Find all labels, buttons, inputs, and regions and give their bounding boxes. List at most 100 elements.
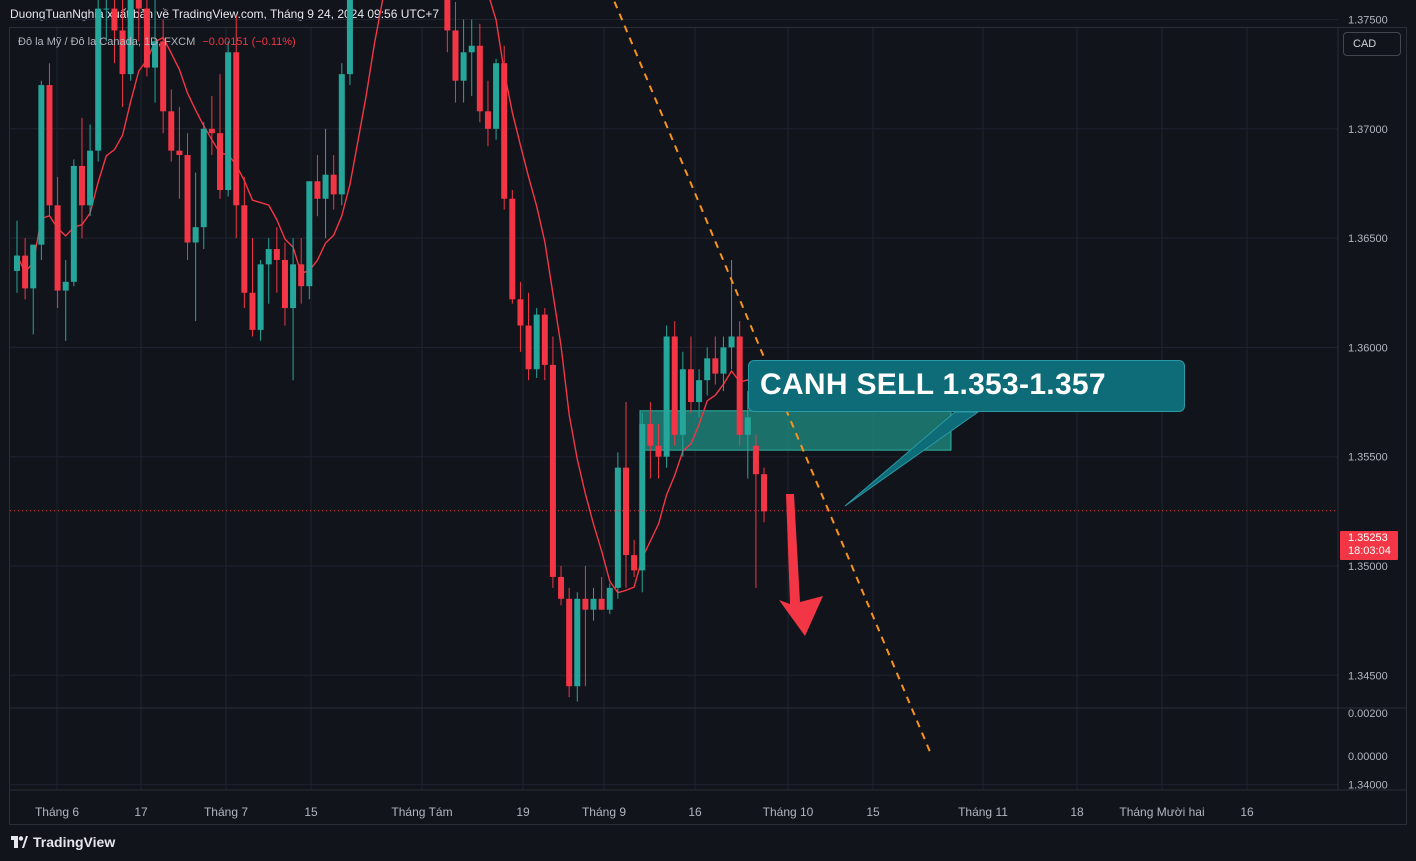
candle-body: [322, 174, 329, 199]
candle-body: [752, 445, 759, 475]
candle-body: [225, 52, 232, 191]
candle-body: [217, 133, 223, 191]
candle-body: [655, 445, 662, 457]
candle-body: [761, 474, 768, 512]
last-price-value: 1.35253: [1348, 532, 1388, 544]
y-tick-label: 1.36500: [1348, 233, 1388, 245]
down-arrow-shape: [779, 494, 823, 636]
x-tick-label: Tháng Mười hai: [1119, 805, 1204, 819]
indicator-tick-label: 0.00200: [1348, 708, 1388, 720]
candle-body: [452, 30, 459, 81]
x-tick-label: Tháng Tám: [391, 805, 452, 819]
x-tick-label: 16: [1240, 805, 1254, 819]
symbol-change: −0.00151 (−0.11%): [202, 36, 296, 48]
y-tick-label: 1.36000: [1348, 342, 1388, 354]
candle-body: [558, 576, 565, 599]
brand-name: TradingView: [33, 834, 116, 850]
candle-body: [143, 8, 150, 68]
candle-body: [484, 111, 491, 129]
candle-body: [663, 336, 670, 457]
candle-body: [468, 45, 475, 53]
candle-body: [168, 111, 175, 151]
candle-body: [744, 417, 751, 435]
candle-body: [78, 165, 85, 206]
candle-body: [249, 292, 256, 330]
candle-body: [639, 423, 646, 571]
x-tick-label: 18: [1070, 805, 1084, 819]
candle-body: [736, 336, 743, 435]
candle-body: [517, 299, 524, 326]
sell-zone: [639, 410, 952, 451]
candle-body: [22, 255, 29, 289]
trendline: [612, 0, 931, 753]
candle-body: [298, 264, 305, 287]
candle-body: [476, 45, 483, 112]
tradingview-logo-icon: [11, 836, 28, 848]
candle-body: [160, 41, 167, 112]
x-tick-label: 15: [866, 805, 880, 819]
y-tick-label: 1.35000: [1348, 561, 1388, 573]
x-tick-label: Tháng 10: [763, 805, 814, 819]
indicator-axis: 0.00200 0.00000: [1348, 708, 1388, 763]
candle-body: [127, 0, 134, 75]
candle-body: [728, 336, 735, 348]
candle-body: [330, 174, 337, 195]
candle-body: [460, 52, 467, 81]
candle-body: [111, 8, 118, 31]
candle-body: [631, 555, 638, 571]
last-price-tag: 1.35253 18:03:04: [1340, 531, 1398, 560]
x-tick-label: Tháng 7: [204, 805, 248, 819]
candle-body: [38, 85, 45, 245]
candle-body: [566, 598, 573, 687]
candle-body: [623, 467, 629, 556]
candle-body: [720, 347, 727, 374]
candle-body: [265, 249, 272, 265]
y-tick-label: 1.37000: [1348, 124, 1388, 136]
candle-body: [582, 598, 589, 610]
symbol-name: Đô la Mỹ / Đô la Canada, 1D, FXCM: [18, 36, 196, 48]
candle-body: [346, 0, 353, 75]
candle-body: [281, 259, 288, 309]
y-tick-label: 1.37500: [1348, 15, 1388, 27]
annotation-tail: [844, 411, 980, 507]
y-tick-label: 1.34000: [1348, 780, 1388, 792]
candle-body: [704, 358, 711, 381]
x-tick-label: Tháng 11: [958, 805, 1008, 819]
y-axis: 1.395001.390001.385001.380001.375001.370…: [1348, 15, 1388, 792]
trendline-dashed: [612, 0, 931, 753]
candle-body: [257, 264, 264, 330]
indicator-tick-label: 0.00000: [1348, 751, 1388, 763]
candle-body: [493, 63, 500, 129]
candle-body: [152, 41, 159, 68]
candle-body: [314, 181, 321, 199]
candle-body: [606, 587, 613, 610]
candle-body: [54, 205, 61, 291]
annotation-callout[interactable]: CANH SELL 1.353-1.357: [748, 360, 1185, 412]
x-tick-label: 19: [516, 805, 530, 819]
candle-body: [614, 467, 621, 588]
candle-body: [501, 63, 508, 199]
candle-body: [184, 155, 191, 243]
candle-body: [444, 0, 451, 31]
candle-body: [273, 249, 280, 260]
candle-body: [241, 205, 248, 293]
currency-button[interactable]: CAD: [1343, 32, 1401, 56]
candle-body: [590, 598, 597, 610]
x-tick-label: 15: [304, 805, 318, 819]
bar-countdown: 18:03:04: [1348, 545, 1391, 557]
candle-body: [306, 181, 313, 287]
tradingview-logo[interactable]: TradingView: [11, 834, 115, 850]
candle-body: [679, 369, 686, 435]
x-tick-label: Tháng 9: [582, 805, 626, 819]
candle-body: [192, 227, 199, 243]
candle-body: [103, 8, 110, 10]
sell-zone-rect: [639, 410, 952, 451]
candles: [14, 0, 768, 702]
y-tick-label: 1.35500: [1348, 452, 1388, 464]
candle-body: [525, 325, 532, 370]
candle-body: [70, 165, 77, 282]
candle-body: [647, 423, 654, 446]
candle-body: [549, 364, 556, 577]
candle-body: [62, 281, 69, 291]
